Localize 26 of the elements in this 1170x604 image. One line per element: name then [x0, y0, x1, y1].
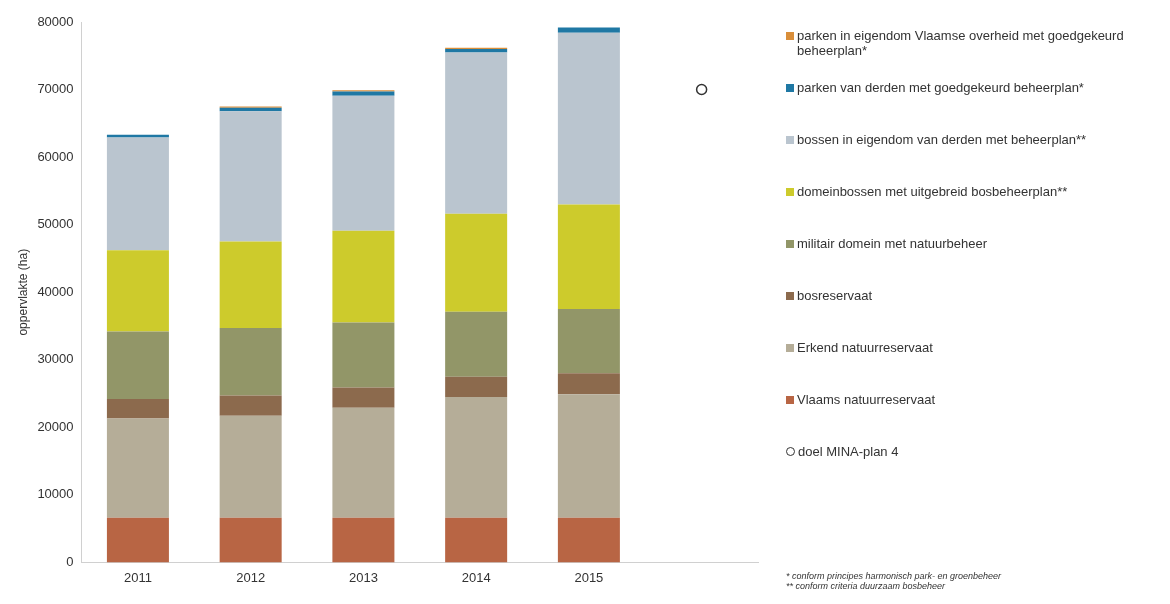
legend-label: Vlaams natuurreservaat — [797, 392, 936, 407]
y-tick-label: 70000 — [37, 81, 74, 97]
legend-label: Erkend natuurreservaat — [797, 340, 933, 355]
x-tick-label: 2013 — [348, 569, 378, 585]
x-tick-label: 2014 — [461, 569, 491, 585]
x-tick-label: 2015 — [574, 569, 604, 585]
legend-label: parken in eigendom Vlaamse overheid met goedgekeurd beheerplan* — [797, 28, 1125, 58]
y-axis-title: oppervlakte (ha) — [15, 248, 30, 336]
legend-label: bossen in eigendom van derden met beheerplan** — [797, 132, 1087, 147]
y-tick-label: 60000 — [37, 148, 74, 164]
legend-label: militair domein met natuurbeheer — [797, 236, 988, 251]
text: ** conform criteria duurzaam bosbeheer — [786, 581, 947, 591]
text: * conform principes harmonisch park- en groenbeheer — [786, 571, 1003, 581]
legend-label: bosreservaat — [797, 288, 873, 303]
x-tick-label: 2012 — [236, 569, 266, 585]
y-tick-label: 0 — [66, 553, 74, 569]
legend-label: doel MINA-plan 4 — [798, 444, 899, 459]
y-tick-label: 40000 — [37, 283, 74, 299]
y-tick-label: 20000 — [37, 418, 74, 434]
legend-label: parken van derden met goedgekeurd beheerplan* — [797, 80, 1084, 95]
legend-label: domeinbossen met uitgebreid bosbeheerplan** — [797, 184, 1068, 199]
y-tick-label: 50000 — [37, 216, 74, 232]
y-tick-label: 80000 — [37, 13, 74, 29]
x-tick-label: 2011 — [123, 569, 152, 585]
y-tick-label: 10000 — [37, 486, 74, 502]
y-tick-label: 30000 — [37, 351, 74, 367]
